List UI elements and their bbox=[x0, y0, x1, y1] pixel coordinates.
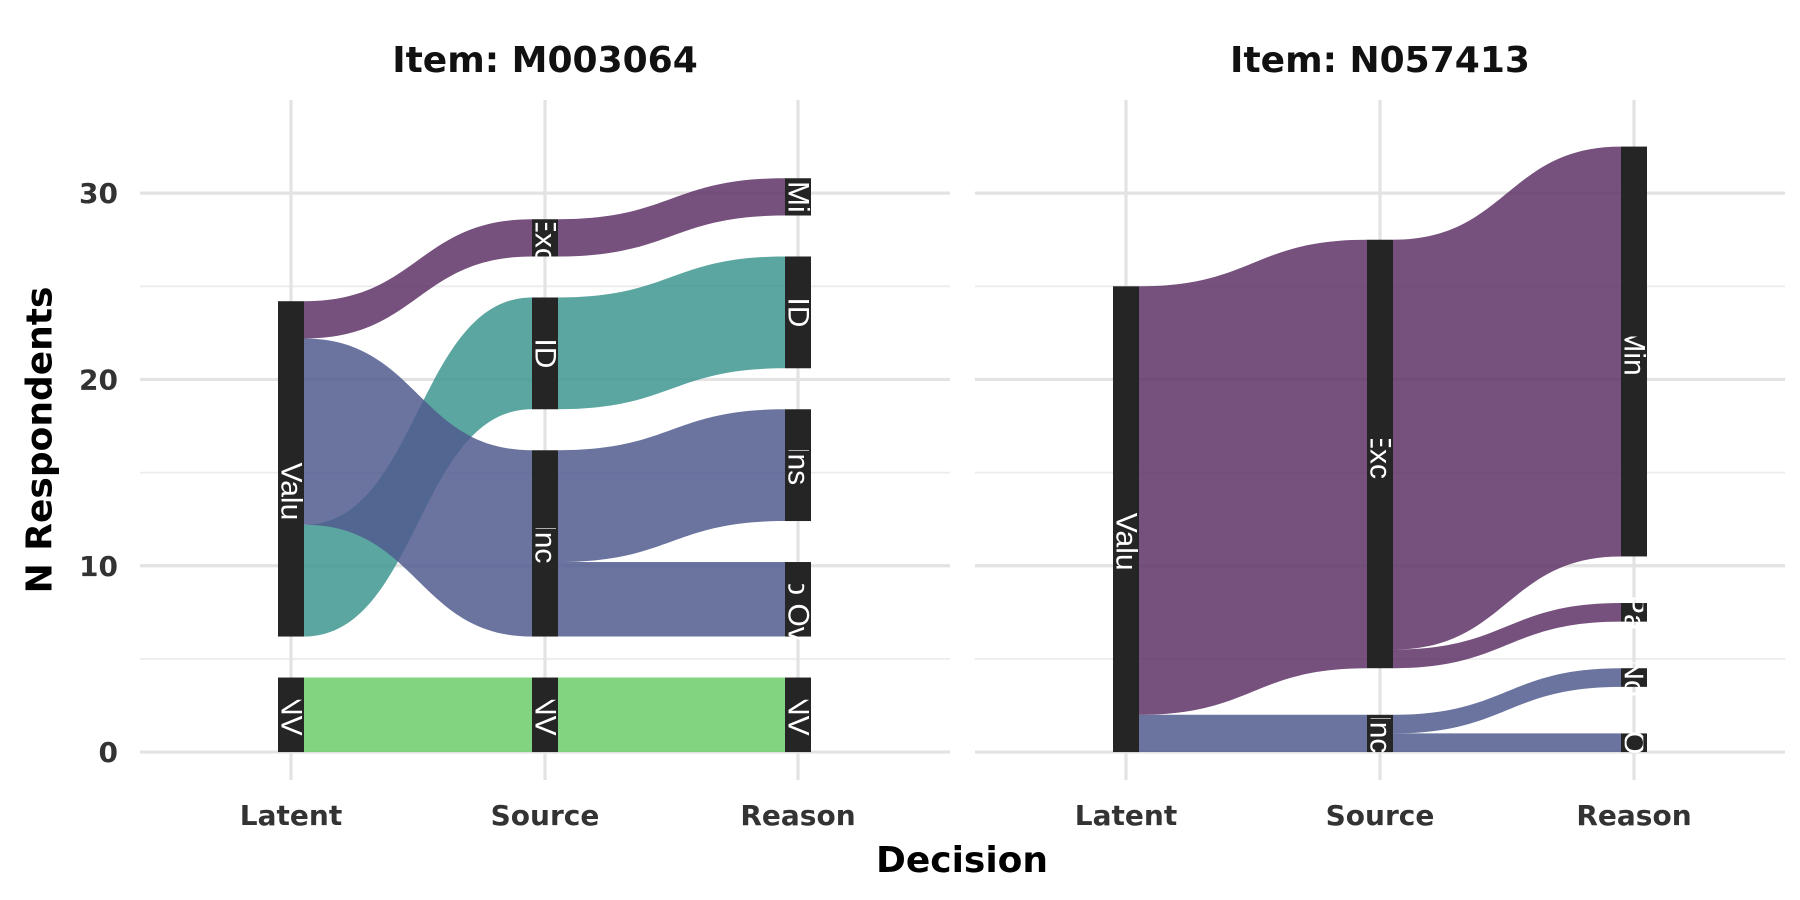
stratum-rect bbox=[1367, 714, 1393, 753]
stratum-rect bbox=[532, 297, 558, 410]
flow-ribbon bbox=[1393, 146, 1621, 650]
stratum-label: ID bbox=[529, 338, 562, 368]
stratum-node: NV bbox=[275, 677, 308, 753]
stratum-label: Ins bbox=[782, 445, 815, 485]
stratum-label: Exc bbox=[529, 213, 562, 263]
panel-title: Item: M003064 bbox=[392, 40, 698, 81]
stratum-rect bbox=[278, 301, 304, 637]
stratum-node: Ins bbox=[782, 409, 815, 522]
stratum-rect bbox=[1621, 603, 1647, 622]
stratum-label: No Ov bbox=[782, 557, 815, 642]
flow-ribbon bbox=[1139, 239, 1367, 715]
x-tick-label: Latent bbox=[1075, 799, 1177, 832]
flow-ribbon bbox=[1393, 733, 1621, 753]
stratum-rect bbox=[785, 562, 811, 637]
stratum-label: No bbox=[1618, 658, 1651, 696]
flow-ribbon bbox=[304, 677, 532, 753]
x-tick-label: Source bbox=[1326, 799, 1435, 832]
y-axis-ticks: 0 10 20 30 bbox=[79, 177, 118, 769]
y-tick-label: 30 bbox=[79, 177, 118, 210]
panel-flows bbox=[304, 178, 785, 753]
stratum-rect bbox=[1621, 146, 1647, 557]
stratum-rect bbox=[1621, 668, 1647, 687]
stratum-label: NV bbox=[782, 694, 815, 736]
x-tick-label: Reason bbox=[1576, 799, 1691, 832]
y-tick-label: 10 bbox=[79, 550, 118, 583]
flow-ribbon bbox=[1393, 668, 1621, 734]
x-tick-label: Source bbox=[491, 799, 600, 832]
stratum-node: NV bbox=[529, 677, 562, 753]
x-tick-label: Reason bbox=[740, 799, 855, 832]
stratum-node: Min bbox=[1618, 146, 1651, 557]
stratum-rect bbox=[785, 409, 811, 522]
stratum-node: Mi bbox=[782, 178, 815, 216]
x-axis-ticks: Latent Source Reason Latent Source Reason bbox=[240, 799, 1692, 832]
stratum-node: Has Value bbox=[275, 301, 308, 637]
stratum-rect bbox=[278, 677, 304, 753]
stratum-node: ID bbox=[529, 297, 562, 410]
flow-ribbon bbox=[558, 256, 785, 410]
flow-ribbon bbox=[1393, 603, 1621, 669]
stratum-label: ID bbox=[782, 297, 815, 327]
flow-ribbon bbox=[558, 677, 785, 753]
stratum-rect bbox=[785, 256, 811, 369]
panel-nodes: Has Value Inc Exc O No Pa Min bbox=[1110, 146, 1651, 754]
stratum-rect bbox=[785, 677, 811, 753]
stratum-node: Pa bbox=[1618, 594, 1651, 631]
stratum-node: Inc bbox=[529, 450, 562, 637]
stratum-node: Exc bbox=[1364, 239, 1397, 669]
stratum-label: Inc bbox=[529, 523, 562, 563]
panel-flows bbox=[1139, 146, 1621, 753]
stratum-node: Has Value bbox=[1110, 286, 1143, 753]
stratum-label: Mi bbox=[782, 181, 815, 213]
stratum-rect bbox=[532, 219, 558, 257]
flow-ribbon bbox=[558, 178, 785, 257]
flow-ribbon bbox=[1139, 714, 1367, 753]
panel-n057413: Has Value Inc Exc O No Pa Min Item: N057413 bbox=[975, 40, 1785, 780]
stratum-label: Min bbox=[1618, 327, 1651, 375]
stratum-rect bbox=[1367, 239, 1393, 669]
stratum-rect bbox=[1113, 286, 1139, 753]
stratum-label: Inc bbox=[1364, 713, 1397, 753]
y-axis-title: N Respondents bbox=[20, 287, 61, 594]
stratum-label: O bbox=[1618, 731, 1651, 754]
panel-m003064: NV Has Value NV Inc ID Exc NV No Ov Ins ID Mi Item… bbox=[140, 40, 950, 780]
stratum-label: NV bbox=[529, 694, 562, 736]
stratum-label: Has Value bbox=[275, 401, 308, 537]
y-tick-label: 20 bbox=[79, 363, 118, 396]
stratum-node: Inc bbox=[1364, 713, 1397, 753]
stratum-rect bbox=[532, 450, 558, 637]
stratum-label: Has Value bbox=[1110, 451, 1143, 587]
flow-ribbon bbox=[304, 219, 532, 339]
stratum-rect bbox=[532, 677, 558, 753]
flow-ribbon bbox=[558, 409, 785, 563]
stratum-rect bbox=[785, 178, 811, 216]
stratum-node: No bbox=[1618, 658, 1651, 697]
panel-nodes: NV Has Value NV Inc ID Exc NV No Ov Ins ID Mi bbox=[275, 178, 815, 753]
stratum-rect bbox=[1621, 733, 1647, 753]
stratum-label: NV bbox=[275, 694, 308, 736]
panel-title: Item: N057413 bbox=[1230, 40, 1530, 81]
stratum-node: ID bbox=[782, 256, 815, 369]
flow-ribbon bbox=[304, 338, 532, 637]
stratum-label: Exc bbox=[1364, 429, 1397, 479]
stratum-node: NV bbox=[782, 677, 815, 753]
x-axis-title: Decision bbox=[876, 840, 1048, 881]
stratum-node: Exc bbox=[529, 213, 562, 263]
flow-ribbon bbox=[558, 562, 785, 637]
stratum-node: O bbox=[1618, 731, 1651, 754]
y-tick-label: 0 bbox=[99, 736, 118, 769]
stratum-label: Pa bbox=[1618, 594, 1651, 631]
stratum-node: No Ov bbox=[782, 557, 815, 642]
x-tick-label: Latent bbox=[240, 799, 342, 832]
